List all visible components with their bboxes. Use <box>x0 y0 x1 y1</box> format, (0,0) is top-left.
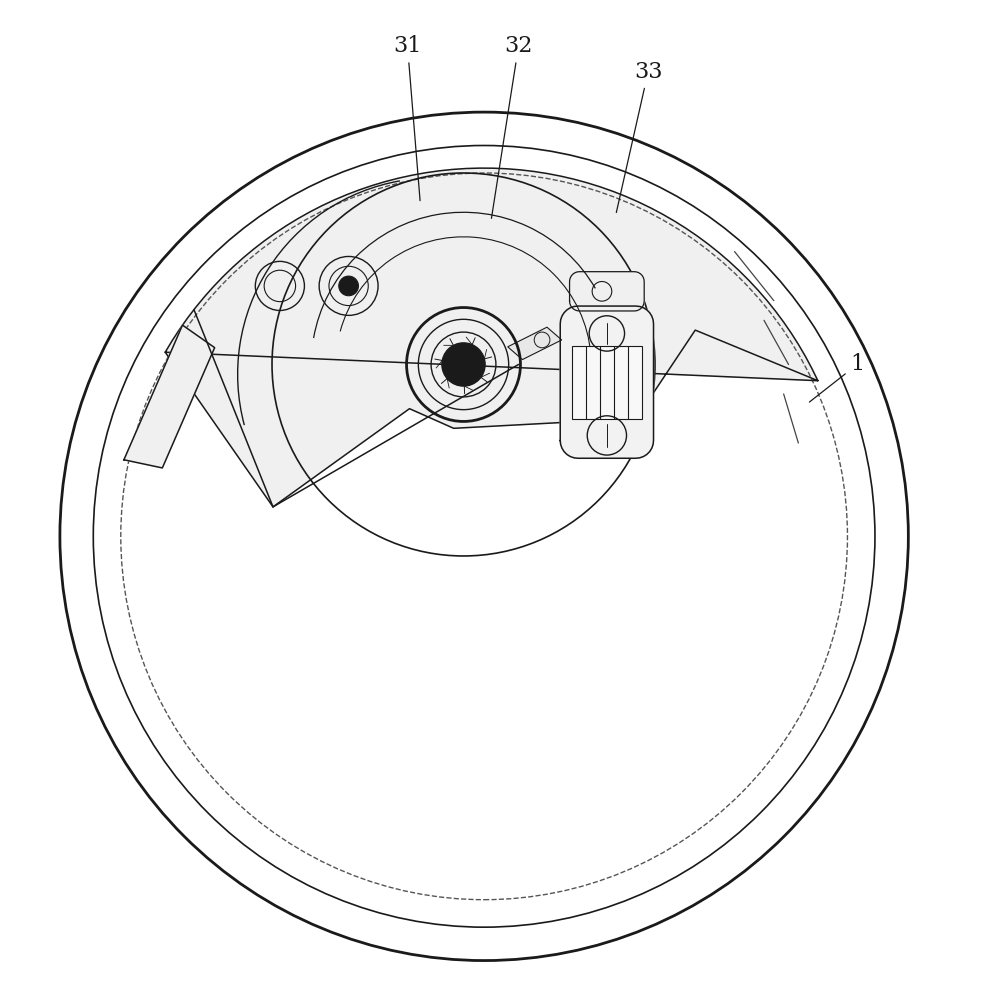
Polygon shape <box>572 346 641 419</box>
Text: 33: 33 <box>617 61 663 213</box>
Polygon shape <box>560 306 653 458</box>
Text: 1: 1 <box>809 353 864 402</box>
Polygon shape <box>508 327 562 360</box>
Text: 32: 32 <box>491 35 532 218</box>
Circle shape <box>339 276 358 296</box>
Circle shape <box>442 343 485 386</box>
Polygon shape <box>165 168 818 507</box>
Text: 31: 31 <box>394 35 421 201</box>
Polygon shape <box>570 272 644 311</box>
Polygon shape <box>124 325 215 468</box>
